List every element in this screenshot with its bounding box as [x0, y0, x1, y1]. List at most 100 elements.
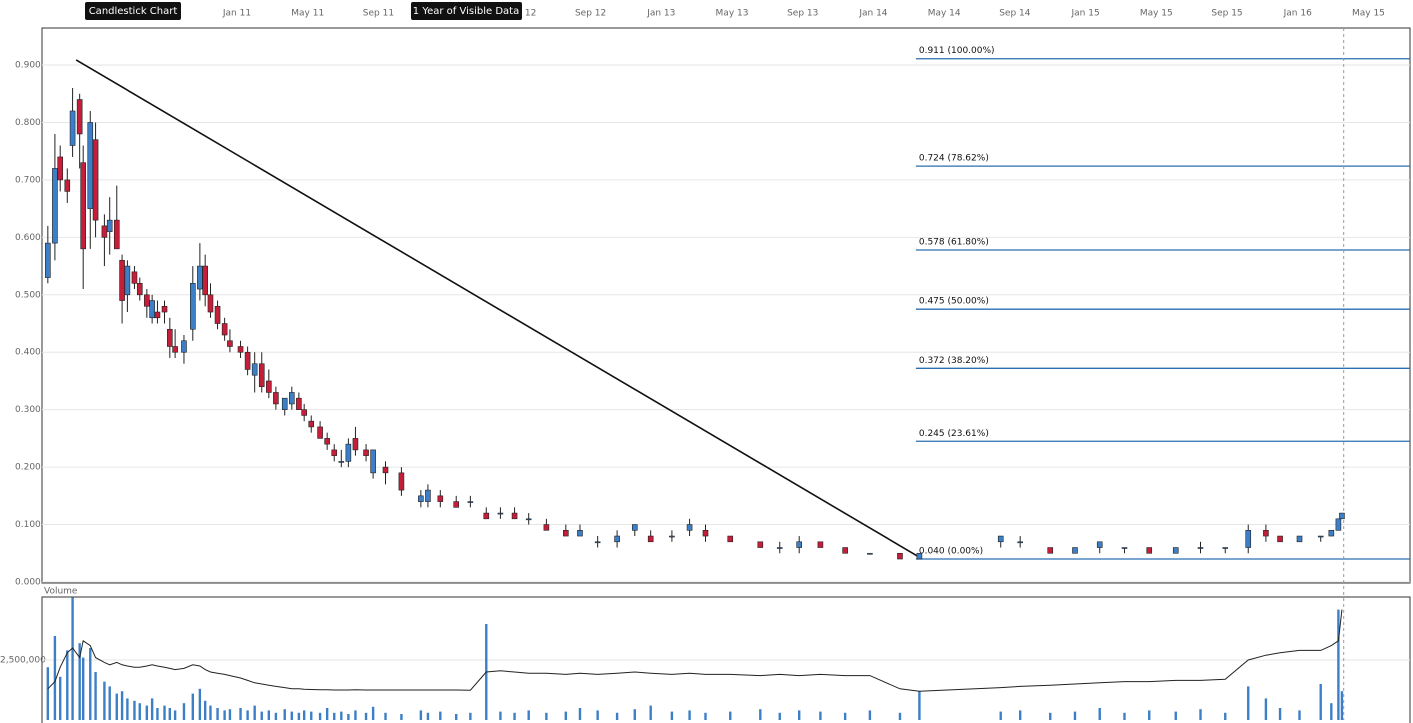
- candle-body: [398, 472, 405, 491]
- candle-body: [227, 340, 233, 347]
- candle-body: [1017, 541, 1023, 544]
- x-tick-label: May 14: [928, 9, 961, 19]
- candle-body: [149, 300, 155, 319]
- volume-bar: [267, 710, 271, 720]
- candle-body: [757, 541, 764, 548]
- candle-body: [631, 524, 638, 531]
- volume-bar: [347, 714, 350, 720]
- candle-body: [258, 363, 265, 388]
- volume-bar: [439, 711, 442, 720]
- volume-bar: [1340, 691, 1344, 720]
- volume-bar: [778, 712, 781, 720]
- candle-body: [64, 179, 71, 192]
- volume-bar: [371, 706, 375, 720]
- candle-body: [1328, 530, 1335, 537]
- candle-body: [497, 512, 504, 515]
- candle-body: [363, 449, 369, 456]
- volume-bar: [419, 710, 423, 720]
- candle-body: [467, 501, 474, 503]
- volume-bar: [156, 708, 159, 720]
- x-tick-label: May 13: [716, 9, 749, 19]
- candle-body: [131, 271, 138, 284]
- candle-body: [352, 438, 359, 451]
- volume-bar: [145, 705, 149, 720]
- volume-bar: [455, 714, 458, 720]
- volume-bar: [729, 711, 732, 720]
- volume-bar: [283, 709, 286, 720]
- volume-bar: [1330, 703, 1333, 720]
- candle-body: [453, 501, 460, 508]
- volume-bar: [513, 712, 516, 720]
- volume-bar: [81, 657, 85, 720]
- candle-body: [281, 397, 288, 410]
- candle-body: [776, 547, 783, 549]
- volume-bar: [340, 711, 343, 720]
- volume-bar: [228, 709, 232, 720]
- candle-body: [483, 512, 490, 520]
- candle-body: [614, 535, 620, 543]
- volume-bar: [384, 712, 387, 720]
- candle-body: [727, 535, 734, 543]
- candle-body: [331, 449, 338, 456]
- volume-bar: [1098, 708, 1101, 720]
- candle-body: [1317, 535, 1324, 538]
- volume-bar: [108, 686, 111, 720]
- candle-body: [202, 265, 208, 296]
- price-panel: [41, 27, 1411, 584]
- candle-body: [154, 311, 161, 319]
- candle-body: [80, 162, 86, 250]
- volume-bar: [1247, 686, 1250, 720]
- candle-body: [382, 466, 389, 474]
- volume-bar: [1018, 710, 1022, 720]
- volume-bar: [260, 711, 263, 720]
- x-tick-label: Jan 11: [222, 9, 251, 19]
- candle-body: [119, 260, 125, 301]
- volume-bar: [578, 708, 582, 720]
- candle-body: [543, 524, 550, 531]
- volume-bar: [1298, 710, 1301, 720]
- badge-bg: [85, 2, 181, 20]
- y-tick-label: 0.100: [15, 520, 41, 530]
- candle-body: [997, 535, 1004, 543]
- candle-body: [106, 219, 113, 232]
- volume-line: [47, 609, 1343, 692]
- y-tick-label: 0.000: [15, 578, 41, 588]
- candle-body: [296, 397, 302, 410]
- fib-label: 0.245 (23.61%): [919, 429, 989, 439]
- candle-body: [273, 392, 279, 405]
- volume-bar: [318, 712, 322, 720]
- badge: Candlestick Chart: [89, 6, 178, 17]
- y-tick-label: 0.200: [15, 463, 41, 473]
- volume-bar: [400, 714, 403, 720]
- volume-bar: [704, 712, 707, 720]
- candle-body: [237, 346, 244, 353]
- candle-body: [1339, 512, 1345, 520]
- candle-body: [1072, 547, 1078, 554]
- badge-bg: [411, 2, 522, 20]
- volume-bar: [564, 711, 568, 720]
- x-tick-label: Jan 13: [646, 9, 675, 19]
- y-tick-label: 0.300: [15, 405, 41, 415]
- volume-bar: [150, 698, 154, 720]
- candle-body: [244, 351, 251, 370]
- candle-body: [345, 443, 352, 462]
- candle-body: [124, 265, 131, 296]
- candle-body: [221, 323, 228, 336]
- fib-label: 0.911 (100.00%): [919, 46, 995, 56]
- candle-body: [144, 294, 150, 307]
- candle-body: [101, 225, 108, 238]
- x-tick-label: Sep 14: [999, 9, 1031, 19]
- volume-bar: [94, 672, 97, 720]
- candle-body: [1277, 535, 1283, 543]
- candle-body: [1222, 547, 1229, 549]
- volume-bar: [203, 700, 207, 720]
- volume-bar: [239, 708, 242, 720]
- candle-body: [136, 283, 143, 296]
- volume-panel: [41, 596, 1411, 723]
- volume-layer: [46, 597, 1344, 720]
- candle-body: [867, 552, 873, 555]
- volume-bar: [290, 711, 294, 720]
- volume-bar: [103, 681, 106, 720]
- candle-body: [1335, 518, 1342, 531]
- volume-bar: [71, 597, 74, 720]
